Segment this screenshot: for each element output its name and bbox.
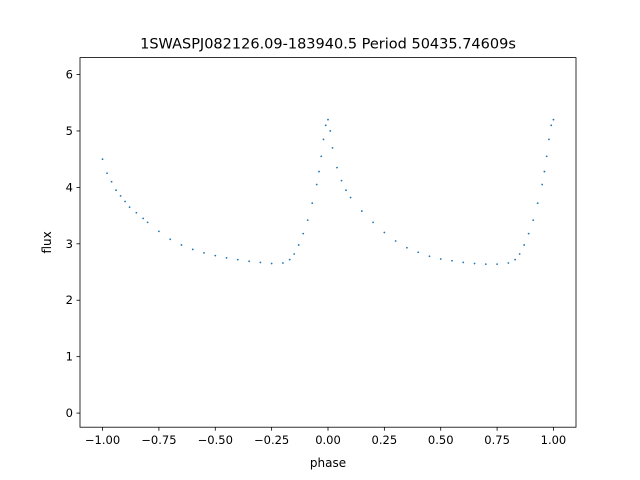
data-point [318, 170, 320, 173]
x-tick-label: −0.50 [198, 433, 233, 447]
data-point [329, 130, 332, 132]
data-point [128, 206, 131, 209]
data-point [236, 258, 239, 261]
scatter-points [101, 118, 555, 266]
data-point [406, 246, 408, 249]
data-point [315, 183, 318, 186]
data-point [225, 257, 228, 259]
data-point [282, 262, 284, 264]
data-point [311, 202, 314, 205]
data-point [552, 118, 555, 121]
y-tick-label: 1 [66, 350, 73, 364]
data-point [545, 155, 548, 158]
x-tick-label: 0.50 [428, 433, 454, 447]
x-axis: −1.00 −0.75 −0.50 −0.25 0.00 0.25 0.50 0.75 1.00 [85, 427, 566, 447]
y-axis: 0 1 2 3 4 5 6 [66, 68, 80, 420]
data-point [191, 248, 194, 251]
x-tick-label: −0.25 [254, 433, 289, 447]
data-point [320, 155, 323, 158]
data-point [119, 194, 122, 197]
data-point [514, 258, 517, 261]
y-tick-label: 4 [66, 180, 73, 194]
data-point [336, 166, 338, 169]
data-point [302, 232, 305, 235]
data-point [180, 244, 183, 246]
data-point [496, 263, 498, 266]
data-point [527, 232, 530, 235]
data-point [135, 211, 138, 214]
y-axis-label: flux [40, 231, 54, 253]
y-tick-label: 0 [66, 406, 73, 420]
y-tick-label: 2 [66, 293, 73, 307]
data-point [327, 118, 329, 121]
data-point [451, 259, 453, 262]
chart-title: 1SWASPJ082126.09-183940.5 Period 50435.7… [140, 37, 516, 53]
data-point [288, 258, 291, 261]
data-point [360, 210, 363, 212]
plot-frame [79, 57, 577, 428]
x-tick-label: 0.00 [315, 433, 341, 447]
data-point [541, 183, 544, 186]
data-point [345, 189, 347, 192]
data-point [101, 158, 104, 161]
x-tick-label: 1.00 [541, 433, 567, 447]
data-point [518, 253, 521, 255]
data-point [548, 138, 550, 141]
data-point [439, 258, 442, 260]
data-point [169, 238, 172, 241]
x-tick-label: 0.25 [372, 433, 398, 447]
data-point [297, 244, 300, 246]
x-tick-label: 0.75 [484, 433, 510, 447]
data-point [417, 251, 420, 254]
data-point [106, 172, 108, 175]
y-tick-label: 6 [66, 68, 73, 82]
data-point [372, 221, 374, 224]
data-point [543, 170, 546, 173]
data-point [110, 180, 113, 183]
data-point [340, 179, 343, 182]
x-tick-label: −0.75 [141, 433, 176, 447]
data-point [142, 217, 145, 220]
data-point [324, 124, 327, 127]
data-point [462, 261, 465, 264]
data-point [473, 262, 476, 265]
y-tick-label: 5 [66, 124, 73, 138]
x-axis-label: phase [310, 456, 346, 470]
data-point [484, 263, 487, 266]
data-point [428, 255, 431, 258]
data-point [248, 260, 250, 263]
data-point [270, 262, 273, 265]
data-point [349, 196, 352, 199]
data-point [322, 138, 325, 141]
data-point [259, 261, 262, 264]
y-tick-label: 3 [66, 237, 73, 251]
data-point [158, 230, 160, 233]
data-point [550, 124, 553, 127]
data-point [394, 240, 397, 242]
data-point [306, 219, 309, 222]
data-point [523, 244, 526, 246]
data-point [146, 221, 149, 224]
data-point [536, 202, 539, 205]
data-point [293, 253, 296, 255]
data-point [331, 146, 334, 149]
data-point [532, 219, 535, 222]
data-point [115, 189, 117, 192]
data-point [214, 254, 217, 257]
x-tick-label: −1.00 [85, 433, 120, 447]
data-point [203, 251, 205, 254]
data-point [383, 231, 386, 234]
data-point [507, 262, 510, 264]
data-point [124, 200, 126, 203]
